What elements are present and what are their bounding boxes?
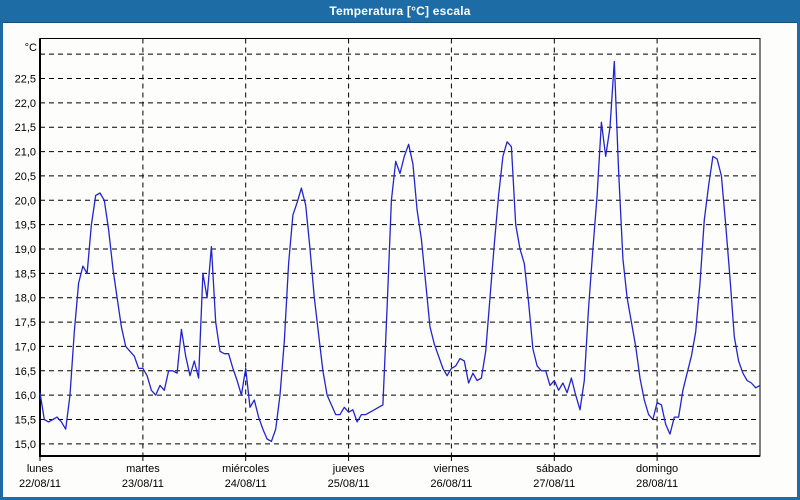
window-title: Temperatura [°C] escala	[329, 4, 471, 18]
x-day-date: 24/08/11	[225, 478, 267, 490]
x-day-name: domingo	[636, 463, 678, 475]
y-tick-label: 17,5	[15, 317, 36, 329]
y-tick-label: 16,0	[15, 390, 36, 402]
x-day-date: 23/08/11	[122, 478, 164, 490]
y-tick-label: 21,0	[15, 147, 36, 159]
y-tick-label: 16,5	[15, 366, 36, 378]
y-tick-label: 22,5	[15, 74, 36, 86]
x-day-name: jueves	[332, 463, 365, 475]
grid-layer	[40, 38, 760, 456]
y-tick-label: 22,0	[15, 98, 36, 110]
x-day-name: martes	[126, 463, 160, 475]
x-day-date: 28/08/11	[636, 478, 678, 490]
y-tick-label: 15,5	[15, 415, 36, 427]
axis-layer	[39, 38, 761, 461]
temperature-line	[39, 60, 761, 443]
plot-border	[39, 38, 761, 457]
series-layer	[39, 60, 761, 443]
y-tick-label: 18,5	[15, 268, 36, 280]
x-day-date: 22/08/11	[19, 478, 61, 490]
x-day-date: 25/08/11	[328, 478, 370, 490]
y-tick-label: 20,5	[15, 171, 36, 183]
window-title-bar[interactable]: Temperatura [°C] escala	[3, 0, 797, 23]
x-day-date: 26/08/11	[430, 478, 472, 490]
y-tick-label: 17,0	[15, 341, 36, 353]
y-tick-label: 21,5	[15, 122, 36, 134]
x-day-date: 27/08/11	[533, 478, 575, 490]
y-tick-label: 19,0	[15, 244, 36, 256]
chart-area: °C 22,5 22,0 21,5 21,0 20,5 20,0 19,5 19,0 18,5 1…	[3, 23, 797, 497]
y-tick-label: 18,0	[15, 293, 36, 305]
y-tick-label: 15,0	[15, 439, 36, 451]
x-day-name: sábado	[536, 463, 572, 475]
x-day-name: lunes	[27, 463, 54, 475]
temperature-chart: °C 22,5 22,0 21,5 21,0 20,5 20,0 19,5 19,0 18,5 1…	[15, 38, 761, 491]
x-day-name: viernes	[434, 463, 470, 475]
y-tick-label: 20,0	[15, 195, 36, 207]
x-day-name: miércoles	[222, 463, 270, 475]
y-tick-label: 19,5	[15, 220, 36, 232]
y-axis-unit-label: °C	[25, 42, 37, 54]
label-layer: 22,5 22,0 21,5 21,0 20,5 20,0 19,5 19,0 18,5 18,0…	[15, 74, 679, 491]
